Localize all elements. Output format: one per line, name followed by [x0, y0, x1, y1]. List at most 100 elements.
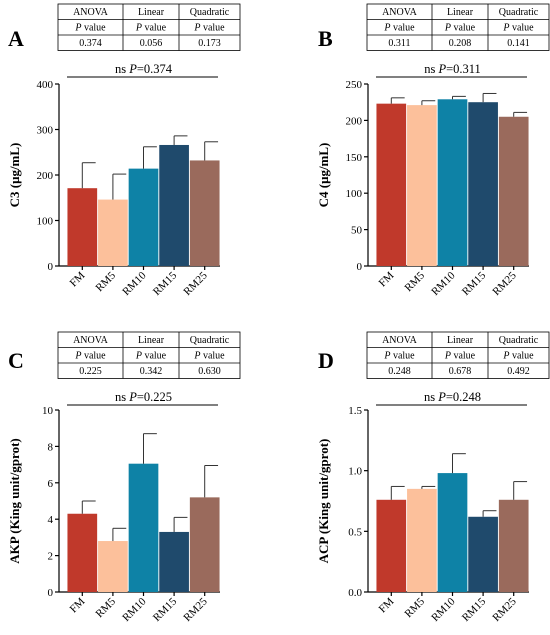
table-header: Quadratic [190, 335, 230, 346]
y-axis-label: C4 (μg/mL) [316, 143, 331, 208]
bar-RM15 [159, 531, 189, 592]
table-row-label: P value [74, 351, 106, 362]
bar-FM [376, 103, 407, 266]
table-row-label: P value [135, 23, 167, 34]
table-row-label: P value [383, 23, 415, 34]
table-header: Quadratic [499, 335, 539, 346]
x-tick-label-RM5: RM5 [94, 269, 119, 294]
x-tick-label-FM: FM [68, 595, 88, 615]
table-header: ANOVA [73, 7, 109, 18]
table-value: 0.248 [388, 366, 411, 377]
y-tick-label: 6 [48, 478, 54, 490]
table-value: 0.492 [507, 366, 530, 377]
y-tick-label: 0 [357, 261, 363, 273]
significance-label: ns P=0.374 [115, 62, 173, 76]
panel-B: B ANOVA P value 0.311 Linear P value 0.208 Quad… [316, 3, 550, 298]
table-header: ANOVA [382, 7, 418, 18]
y-tick-label: 10 [42, 405, 54, 417]
x-tick-label-RM25: RM25 [490, 269, 519, 298]
y-axis-label: AKP (King unit/gprot) [7, 438, 22, 563]
panel-letter: C [8, 348, 24, 373]
bar-RM5 [407, 488, 437, 592]
y-tick-label: 4 [48, 514, 54, 526]
table-row-label: P value [444, 351, 476, 362]
bar-RM5 [407, 105, 437, 266]
table-border [57, 331, 241, 379]
bar-RM10 [437, 473, 468, 592]
y-tick-label: 100 [346, 188, 363, 200]
table-value: 0.141 [507, 38, 530, 49]
panel-letter: A [8, 26, 24, 51]
table-row-label: P value [502, 23, 534, 34]
bar-RM10 [128, 463, 159, 592]
y-tick-label: 1.5 [348, 405, 362, 417]
y-tick-label: 1.0 [348, 466, 362, 478]
y-tick-label: 50 [351, 225, 363, 237]
y-axis-label: C3 (μg/mL) [7, 143, 22, 208]
table-value: 0.678 [449, 366, 472, 377]
x-tick-label-RM5: RM5 [403, 269, 428, 294]
stat-table: ANOVA P value 0.248 Linear P value 0.678 Quadr… [366, 331, 550, 379]
x-tick-label-RM15: RM15 [151, 269, 180, 298]
bar-FM [376, 499, 407, 592]
x-tick-label-RM25: RM25 [181, 595, 210, 624]
y-tick-label: 300 [37, 125, 54, 137]
panel-letter: D [318, 348, 334, 373]
stat-table: ANOVA P value 0.225 Linear P value 0.342 Quadr… [57, 331, 241, 379]
table-row-label: P value [135, 351, 167, 362]
y-tick-label: 8 [48, 441, 54, 453]
stat-table: ANOVA P value 0.374 Linear P value 0.056 Quadr… [57, 3, 241, 51]
table-header: Quadratic [499, 7, 539, 18]
table-header: ANOVA [73, 335, 109, 346]
table-value: 0.374 [79, 38, 102, 49]
y-tick-label: 200 [37, 170, 54, 182]
table-value: 0.173 [198, 38, 221, 49]
panel-C: C ANOVA P value 0.225 Linear P value 0.342 Quad… [7, 331, 241, 624]
bar-RM15 [159, 144, 189, 266]
table-header: Linear [138, 335, 165, 346]
bar-RM25 [189, 497, 220, 592]
y-tick-label: 150 [346, 152, 363, 164]
bar-RM10 [437, 99, 468, 267]
table-header: Linear [447, 335, 474, 346]
y-tick-label: 400 [37, 79, 54, 91]
significance-label: ns P=0.225 [115, 390, 172, 404]
table-value: 0.056 [140, 38, 163, 49]
table-value: 0.225 [79, 366, 102, 377]
bar-RM15 [468, 102, 498, 266]
table-header: Quadratic [190, 7, 230, 18]
table-border [366, 331, 550, 379]
table-row-label: P value [502, 351, 534, 362]
x-tick-label-FM: FM [377, 269, 397, 289]
bar-RM5 [98, 541, 128, 592]
x-tick-label-RM25: RM25 [490, 595, 519, 624]
bar-RM25 [189, 160, 220, 266]
table-header: Linear [447, 7, 474, 18]
x-tick-label-FM: FM [377, 595, 397, 615]
x-tick-label-RM5: RM5 [94, 595, 119, 620]
table-value: 0.342 [140, 366, 163, 377]
table-value: 0.208 [449, 38, 472, 49]
table-value: 0.630 [198, 366, 221, 377]
bar-RM25 [498, 499, 529, 592]
table-border [57, 3, 241, 51]
x-tick-label-RM10: RM10 [429, 269, 458, 298]
bar-RM15 [468, 516, 498, 592]
x-tick-label-FM: FM [68, 269, 88, 289]
x-tick-label-RM15: RM15 [151, 595, 180, 624]
table-row-label: P value [193, 23, 225, 34]
x-tick-label-RM25: RM25 [181, 269, 210, 298]
table-row-label: P value [383, 351, 415, 362]
y-tick-label: 250 [346, 79, 363, 91]
stat-table: ANOVA P value 0.311 Linear P value 0.208 Quadr… [366, 3, 550, 51]
table-row-label: P value [74, 23, 106, 34]
significance-label: ns P=0.248 [424, 390, 481, 404]
table-header: Linear [138, 7, 165, 18]
y-tick-label: 0 [48, 261, 54, 273]
y-tick-label: 200 [346, 115, 363, 127]
table-value: 0.311 [388, 38, 410, 49]
x-tick-label-RM15: RM15 [460, 595, 489, 624]
x-tick-label-RM15: RM15 [460, 269, 489, 298]
y-tick-label: 100 [37, 216, 54, 228]
